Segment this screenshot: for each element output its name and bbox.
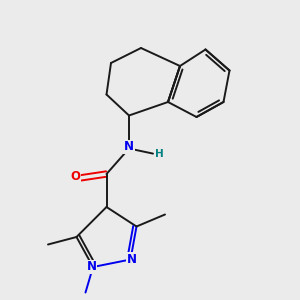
Text: N: N [86,260,97,274]
Text: N: N [124,140,134,154]
Text: O: O [70,170,80,184]
Text: N: N [127,253,137,266]
Text: H: H [154,149,164,159]
